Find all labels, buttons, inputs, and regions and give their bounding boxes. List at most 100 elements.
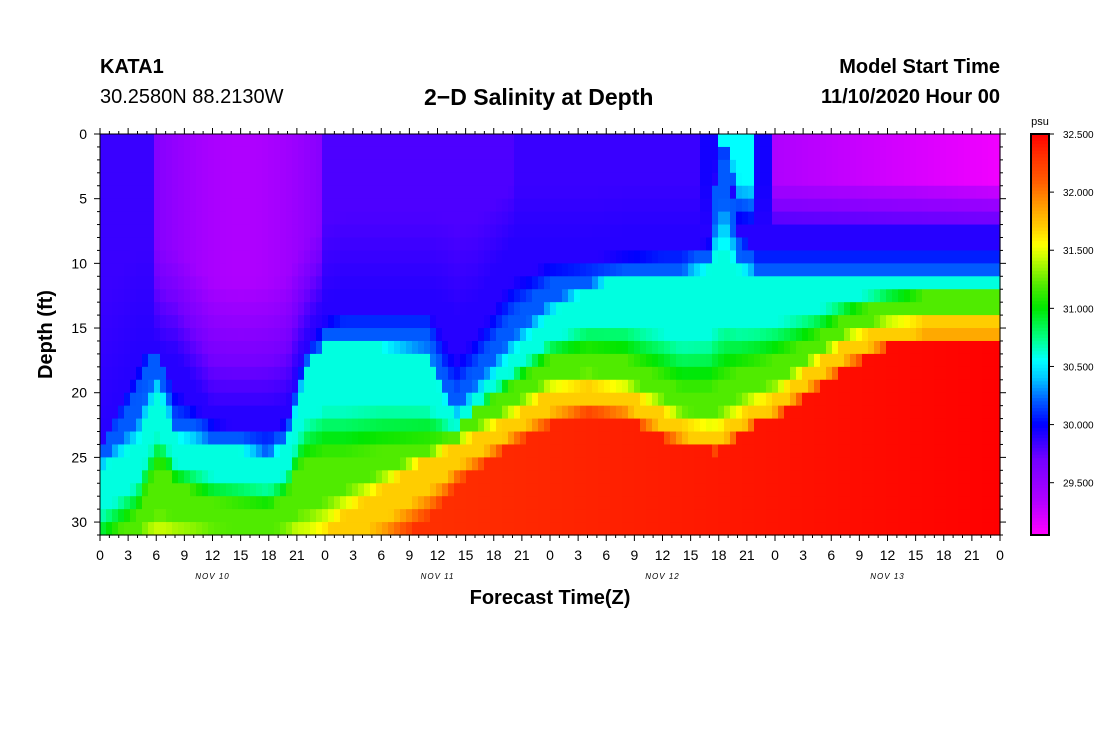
salinity-cell bbox=[370, 134, 377, 148]
salinity-cell bbox=[304, 211, 311, 226]
salinity-cell bbox=[244, 509, 251, 523]
salinity-cell bbox=[742, 198, 749, 213]
salinity-cell bbox=[568, 237, 575, 252]
salinity-cell bbox=[808, 315, 815, 329]
salinity-cell bbox=[862, 289, 869, 303]
salinity-cell bbox=[166, 353, 173, 368]
salinity-cell bbox=[388, 302, 395, 316]
salinity-cell bbox=[208, 302, 215, 316]
salinity-cell bbox=[538, 405, 545, 420]
salinity-cell bbox=[952, 224, 959, 239]
salinity-cell bbox=[772, 315, 779, 329]
salinity-cell bbox=[226, 224, 233, 239]
salinity-cell bbox=[424, 457, 431, 471]
salinity-cell bbox=[526, 431, 533, 446]
salinity-cell bbox=[838, 250, 845, 264]
salinity-cell bbox=[478, 483, 485, 497]
salinity-cell bbox=[202, 366, 209, 381]
salinity-cell bbox=[568, 250, 575, 264]
salinity-cell bbox=[766, 470, 773, 484]
salinity-cell bbox=[982, 134, 989, 148]
salinity-cell bbox=[262, 457, 269, 471]
salinity-cell bbox=[190, 483, 197, 497]
salinity-cell bbox=[118, 522, 125, 536]
salinity-cell bbox=[286, 431, 293, 446]
salinity-cell bbox=[550, 250, 557, 264]
salinity-cell bbox=[778, 431, 785, 446]
salinity-cell bbox=[394, 198, 401, 213]
salinity-cell bbox=[100, 134, 107, 148]
salinity-cell bbox=[778, 470, 785, 484]
salinity-cell bbox=[586, 198, 593, 213]
salinity-cell bbox=[958, 263, 965, 277]
salinity-cell bbox=[988, 509, 995, 523]
salinity-cell bbox=[982, 302, 989, 316]
salinity-cell bbox=[862, 353, 869, 368]
salinity-cell bbox=[784, 328, 791, 342]
salinity-cell bbox=[604, 470, 611, 484]
salinity-cell bbox=[202, 353, 209, 368]
salinity-cell bbox=[538, 211, 545, 226]
salinity-cell bbox=[988, 328, 995, 342]
salinity-cell bbox=[436, 379, 443, 394]
salinity-cell bbox=[688, 522, 695, 536]
salinity-cell bbox=[358, 146, 365, 161]
salinity-cell bbox=[556, 470, 563, 484]
salinity-cell bbox=[328, 444, 335, 458]
x-tick-label: 15 bbox=[458, 547, 474, 563]
salinity-cell bbox=[652, 405, 659, 420]
salinity-cell bbox=[340, 522, 347, 536]
salinity-cell bbox=[484, 353, 491, 368]
salinity-cell bbox=[376, 328, 383, 342]
salinity-cell bbox=[556, 366, 563, 381]
salinity-cell bbox=[820, 496, 827, 510]
salinity-cell bbox=[778, 444, 785, 458]
salinity-cell bbox=[718, 224, 725, 239]
salinity-cell bbox=[604, 172, 611, 187]
salinity-cell bbox=[616, 379, 623, 394]
salinity-cell bbox=[934, 509, 941, 523]
salinity-cell bbox=[118, 302, 125, 316]
salinity-cell bbox=[616, 289, 623, 303]
salinity-cell bbox=[610, 276, 617, 290]
x-tick-label: 3 bbox=[799, 547, 807, 563]
salinity-cell bbox=[274, 496, 281, 510]
salinity-cell bbox=[634, 146, 641, 161]
day-label: NOV 11 bbox=[421, 572, 455, 581]
salinity-cell bbox=[418, 509, 425, 523]
salinity-cell bbox=[844, 159, 851, 174]
salinity-cell bbox=[730, 379, 737, 394]
salinity-cell bbox=[532, 496, 539, 510]
salinity-cell bbox=[862, 470, 869, 484]
salinity-cell bbox=[652, 276, 659, 290]
salinity-cell bbox=[466, 392, 473, 407]
salinity-cell bbox=[286, 328, 293, 342]
salinity-cell bbox=[880, 289, 887, 303]
salinity-cell bbox=[538, 237, 545, 252]
salinity-cell bbox=[214, 185, 221, 200]
salinity-cell bbox=[358, 276, 365, 290]
salinity-cell bbox=[688, 444, 695, 458]
salinity-cell bbox=[286, 185, 293, 200]
salinity-cell bbox=[208, 134, 215, 148]
salinity-cell bbox=[586, 289, 593, 303]
salinity-cell bbox=[658, 470, 665, 484]
salinity-cell bbox=[262, 483, 269, 497]
salinity-cell bbox=[994, 250, 1001, 264]
salinity-cell bbox=[790, 340, 797, 355]
salinity-cell bbox=[358, 496, 365, 510]
salinity-cell bbox=[934, 353, 941, 368]
salinity-cell bbox=[580, 379, 587, 394]
salinity-cell bbox=[790, 185, 797, 200]
colorbar-segment bbox=[1031, 164, 1049, 169]
salinity-cell bbox=[802, 185, 809, 200]
salinity-cell bbox=[310, 146, 317, 161]
salinity-cell bbox=[502, 302, 509, 316]
salinity-cell bbox=[244, 276, 251, 290]
salinity-cell bbox=[760, 418, 767, 433]
salinity-cell bbox=[826, 185, 833, 200]
salinity-cell bbox=[400, 211, 407, 226]
salinity-cell bbox=[562, 250, 569, 264]
salinity-cell bbox=[934, 483, 941, 497]
salinity-cell bbox=[910, 483, 917, 497]
